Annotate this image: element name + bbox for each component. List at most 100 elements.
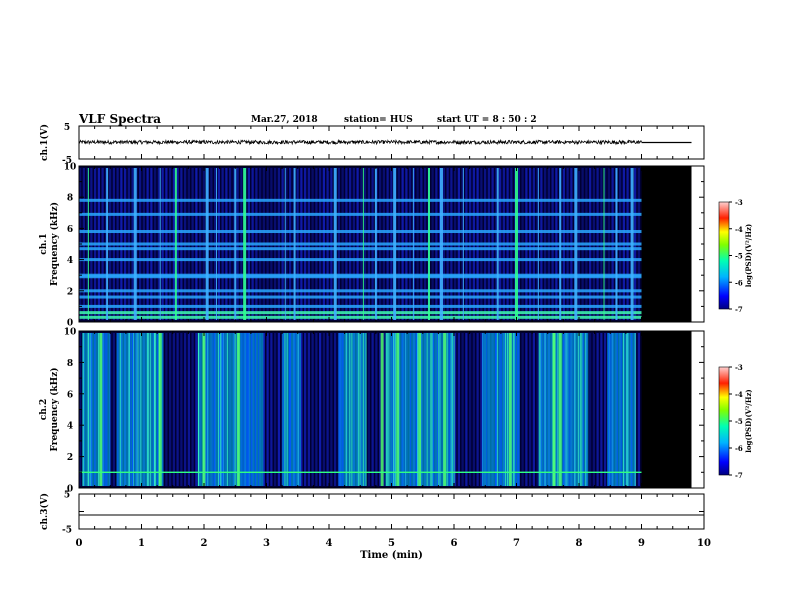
noise-column (382, 333, 385, 486)
noise-column (521, 333, 524, 486)
streak (357, 333, 359, 486)
y-tick-label: -5 (62, 526, 72, 536)
x-tick-label: 5 (388, 538, 395, 549)
streak (563, 333, 565, 486)
streak (342, 333, 344, 486)
noise-column (461, 333, 464, 486)
y-tick-label: 4 (67, 422, 73, 432)
intense-burst (443, 333, 447, 486)
start-ut-label: start UT = 8 : 50 : 2 (437, 115, 537, 125)
streak (153, 333, 155, 486)
streak (616, 333, 618, 486)
streak (495, 333, 497, 486)
streak (222, 333, 224, 486)
x-tick-label: 10 (697, 538, 711, 549)
burst-line (87, 168, 89, 320)
y-tick-label: 2 (67, 453, 73, 463)
streak (197, 333, 199, 486)
noise-column (330, 333, 333, 486)
spectrogram-ylabel-frequency: Frequency (kHz) (49, 202, 60, 286)
streak (634, 333, 636, 486)
streak (439, 333, 441, 486)
y-tick-label: 4 (67, 256, 73, 266)
streak (394, 333, 396, 486)
streak (433, 333, 435, 486)
intense-burst (396, 333, 400, 486)
y-tick-label: 5 (64, 491, 70, 501)
y-tick-label: 0 (67, 319, 73, 329)
noise-column (266, 333, 269, 486)
streak (345, 333, 347, 486)
x-tick-label: 4 (326, 538, 333, 549)
noise-column (469, 333, 472, 486)
streak (573, 333, 575, 486)
streak (620, 333, 622, 486)
burst-line (243, 168, 247, 320)
streak (410, 333, 412, 486)
noise-column (592, 333, 595, 486)
freq-band (79, 295, 642, 299)
burst-line (362, 168, 364, 320)
streak (89, 333, 91, 486)
streak (544, 333, 546, 486)
freq-band (79, 273, 642, 277)
noise-column (304, 333, 307, 486)
streak (106, 333, 108, 486)
noise-column (274, 333, 277, 486)
burst-line (133, 168, 137, 320)
streak (514, 333, 516, 486)
burst-line (603, 168, 605, 320)
streak (149, 333, 151, 486)
chart-title: VLF Spectra (79, 112, 162, 126)
intense-burst (236, 333, 240, 486)
streak (222, 333, 224, 486)
streak (513, 333, 515, 486)
broadband-segment (197, 333, 264, 486)
freq-band (79, 242, 642, 246)
streak (557, 333, 559, 486)
noise-column (334, 333, 337, 486)
streak (94, 333, 96, 486)
streak (392, 333, 394, 486)
streak (577, 333, 579, 486)
burst-line (234, 168, 237, 320)
burst-line (615, 168, 618, 320)
streak (220, 333, 222, 486)
streak (103, 333, 105, 486)
y-tick-label: 10 (64, 328, 77, 338)
colorbar-tick-label: -7 (735, 471, 743, 480)
intense-burst (418, 333, 422, 486)
noise-column (589, 333, 592, 486)
noise-column (532, 333, 535, 486)
streak (401, 333, 403, 486)
colorbar-tick-label: -7 (735, 305, 743, 314)
burst-line (574, 168, 578, 320)
no-data-block (641, 331, 692, 488)
streak (626, 333, 628, 486)
noise-column (262, 333, 265, 486)
streak (82, 333, 84, 486)
x-tick-label: 0 (76, 538, 83, 549)
noise-column (319, 333, 322, 486)
streak (415, 333, 417, 486)
burst-line (374, 168, 377, 320)
streak (349, 333, 351, 486)
streak (154, 333, 156, 486)
spectrogram-ylabel-frequency: Frequency (kHz) (49, 367, 60, 451)
colorbar-tick-label: -5 (735, 252, 743, 261)
x-tick-label: 7 (513, 538, 520, 549)
noise-column (195, 333, 198, 486)
streak (450, 333, 452, 486)
streak (517, 333, 519, 486)
streak (98, 333, 100, 486)
streak (582, 333, 584, 486)
noise-column (371, 333, 374, 486)
streak (448, 333, 450, 486)
streak (286, 333, 288, 486)
y-tick-label: 6 (67, 390, 73, 400)
noise-column (165, 333, 168, 486)
burst-line (205, 168, 209, 320)
streak (362, 333, 364, 486)
freq-band (79, 258, 642, 262)
noise-column (379, 333, 382, 486)
